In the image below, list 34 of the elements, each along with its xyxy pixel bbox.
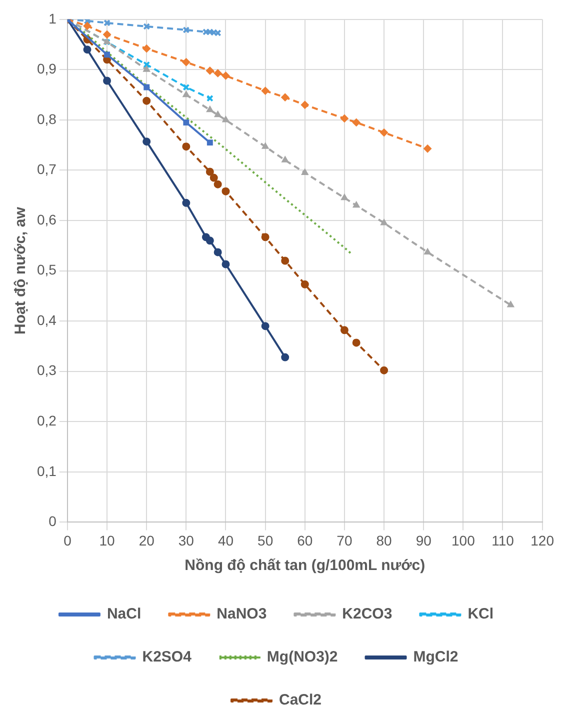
x-tick-label: 60 <box>297 532 313 548</box>
y-tick-label: 0,7 <box>36 161 57 178</box>
x-tick-label: 100 <box>452 532 476 548</box>
x-tick-label: 0 <box>64 532 72 548</box>
x-tick-label: 50 <box>258 532 274 548</box>
y-axis-title: Hoạt độ nước, aw <box>12 206 30 334</box>
legend-label: Mg(NO3)2 <box>266 648 338 666</box>
legend-label: K2SO4 <box>142 648 192 666</box>
legend-label: MgCl2 <box>413 648 458 666</box>
x-tick-label: 90 <box>416 532 432 548</box>
x-tick-label: 40 <box>218 532 234 548</box>
y-tick-label: 0,9 <box>36 60 57 77</box>
y-tick-label: 0,6 <box>36 211 57 228</box>
x-tick-label: 70 <box>336 532 352 548</box>
legend-label: KCl <box>468 606 494 623</box>
x-tick-label: 80 <box>376 532 392 548</box>
y-tick-label: 0 <box>48 513 57 530</box>
y-tick-label: 0,2 <box>36 412 57 428</box>
y-tick-label: 0,3 <box>36 362 57 378</box>
x-axis-title: Nồng độ chất tan (g/100mL nước) <box>184 557 426 574</box>
legend-label: K2CO3 <box>342 606 392 623</box>
legend-label: CaCl2 <box>278 692 322 709</box>
legend-label: NaNO3 <box>216 606 267 623</box>
x-tick-label: 10 <box>99 532 116 548</box>
y-tick-label: 0,4 <box>36 312 57 328</box>
x-tick-label: 120 <box>530 532 554 548</box>
y-tick-label: 1 <box>48 10 57 26</box>
x-tick-label: 30 <box>178 532 194 548</box>
legend-label: NaCl <box>106 606 142 623</box>
y-tick-label: 0,5 <box>36 262 57 278</box>
x-tick-label: 20 <box>138 532 155 548</box>
x-tick-label: 110 <box>492 532 514 548</box>
y-tick-label: 0,1 <box>36 462 57 479</box>
y-tick-label: 0,8 <box>36 110 57 127</box>
